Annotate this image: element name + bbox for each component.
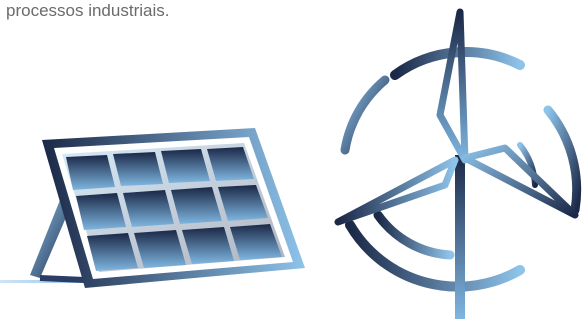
caption-text: processos industriais. bbox=[6, 0, 169, 22]
solar-panel bbox=[30, 128, 305, 288]
illustration bbox=[0, 0, 586, 319]
page: processos industriais. (() => { const da… bbox=[0, 0, 586, 319]
wind-turbine bbox=[338, 12, 577, 319]
